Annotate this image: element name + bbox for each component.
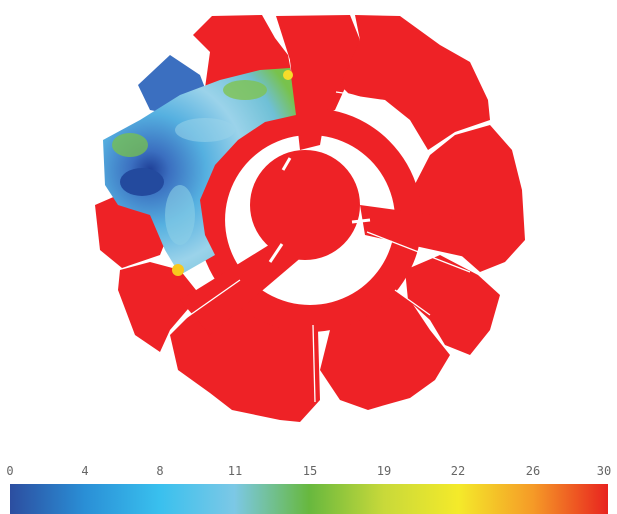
outer-segment xyxy=(118,262,200,352)
outer-segment xyxy=(405,255,500,355)
central-hub xyxy=(250,150,360,260)
spoke xyxy=(290,60,335,150)
hub-slot xyxy=(268,243,284,263)
separators xyxy=(182,91,471,403)
colorbar-tick-label: 15 xyxy=(303,464,317,478)
outer-segment xyxy=(410,125,525,272)
colorbar-tick-label: 22 xyxy=(451,464,465,478)
light-patch xyxy=(175,118,235,142)
colorbar-tick-label: 8 xyxy=(156,464,163,478)
separator xyxy=(335,91,429,156)
green-patch xyxy=(112,133,148,157)
green-patch xyxy=(223,80,267,100)
yellow-hotspot xyxy=(283,70,293,80)
deep-blue-spot xyxy=(120,168,164,196)
colorbar-ticks: 0 4 8 11 15 19 22 26 30 xyxy=(6,464,611,478)
colorbar-tick-label: 26 xyxy=(526,464,540,478)
spoke xyxy=(180,235,310,335)
spokes xyxy=(180,60,470,335)
outer-segment xyxy=(340,15,490,150)
spoke xyxy=(360,205,470,258)
yellow-hotspot xyxy=(172,264,184,276)
colorbar xyxy=(10,484,608,514)
colorbar-tick-label: 19 xyxy=(377,464,391,478)
separator xyxy=(312,324,316,403)
highlighted-sector xyxy=(103,55,296,276)
sector-field xyxy=(103,68,296,275)
separator xyxy=(394,289,431,316)
separator xyxy=(182,279,241,321)
hub-slot xyxy=(351,218,371,224)
separator xyxy=(366,231,471,273)
colorbar-tick-label: 11 xyxy=(228,464,242,478)
colorbar-tick-label: 30 xyxy=(597,464,611,478)
light-patch xyxy=(165,185,195,245)
colorbar-tick-label: 0 xyxy=(6,464,13,478)
colorbar-tick-label: 4 xyxy=(81,464,88,478)
hub-slot xyxy=(281,157,292,171)
